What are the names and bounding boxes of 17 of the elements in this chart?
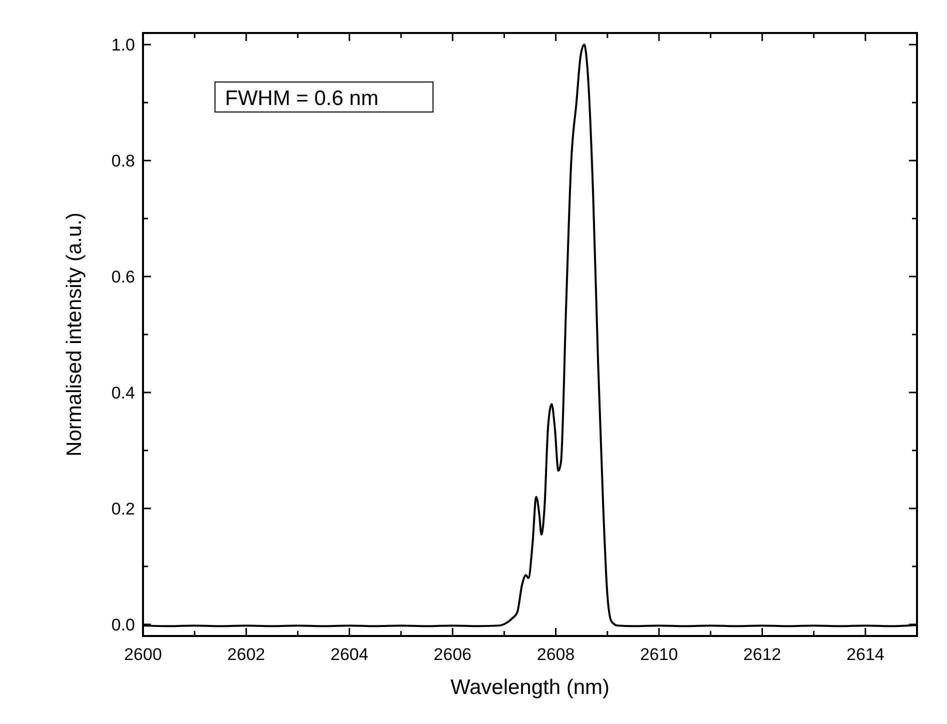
x-tick-label: 2604	[330, 645, 368, 664]
x-tick-label: 2606	[434, 645, 472, 664]
x-tick-label: 2610	[640, 645, 678, 664]
x-tick-label: 2602	[227, 645, 266, 664]
y-axis-title: Normalised intensity (a.u.)	[63, 212, 86, 456]
y-tick-label: 0.2	[111, 499, 135, 518]
x-tick-label: 2608	[536, 645, 575, 664]
annotation: FWHM = 0.6 nm	[225, 87, 378, 110]
x-tick-label: 2614	[846, 645, 884, 664]
y-tick-label: 0.8	[111, 152, 135, 171]
y-tick-label: 1.0	[111, 36, 135, 55]
x-tick-label: 2612	[743, 645, 782, 664]
x-tick-label: 2600	[124, 645, 162, 664]
y-tick-label: 0.6	[111, 268, 135, 287]
x-axis-title: Wavelength (nm)	[450, 676, 610, 699]
y-tick-label: 0.0	[111, 615, 135, 634]
y-tick-label: 0.4	[111, 383, 135, 402]
